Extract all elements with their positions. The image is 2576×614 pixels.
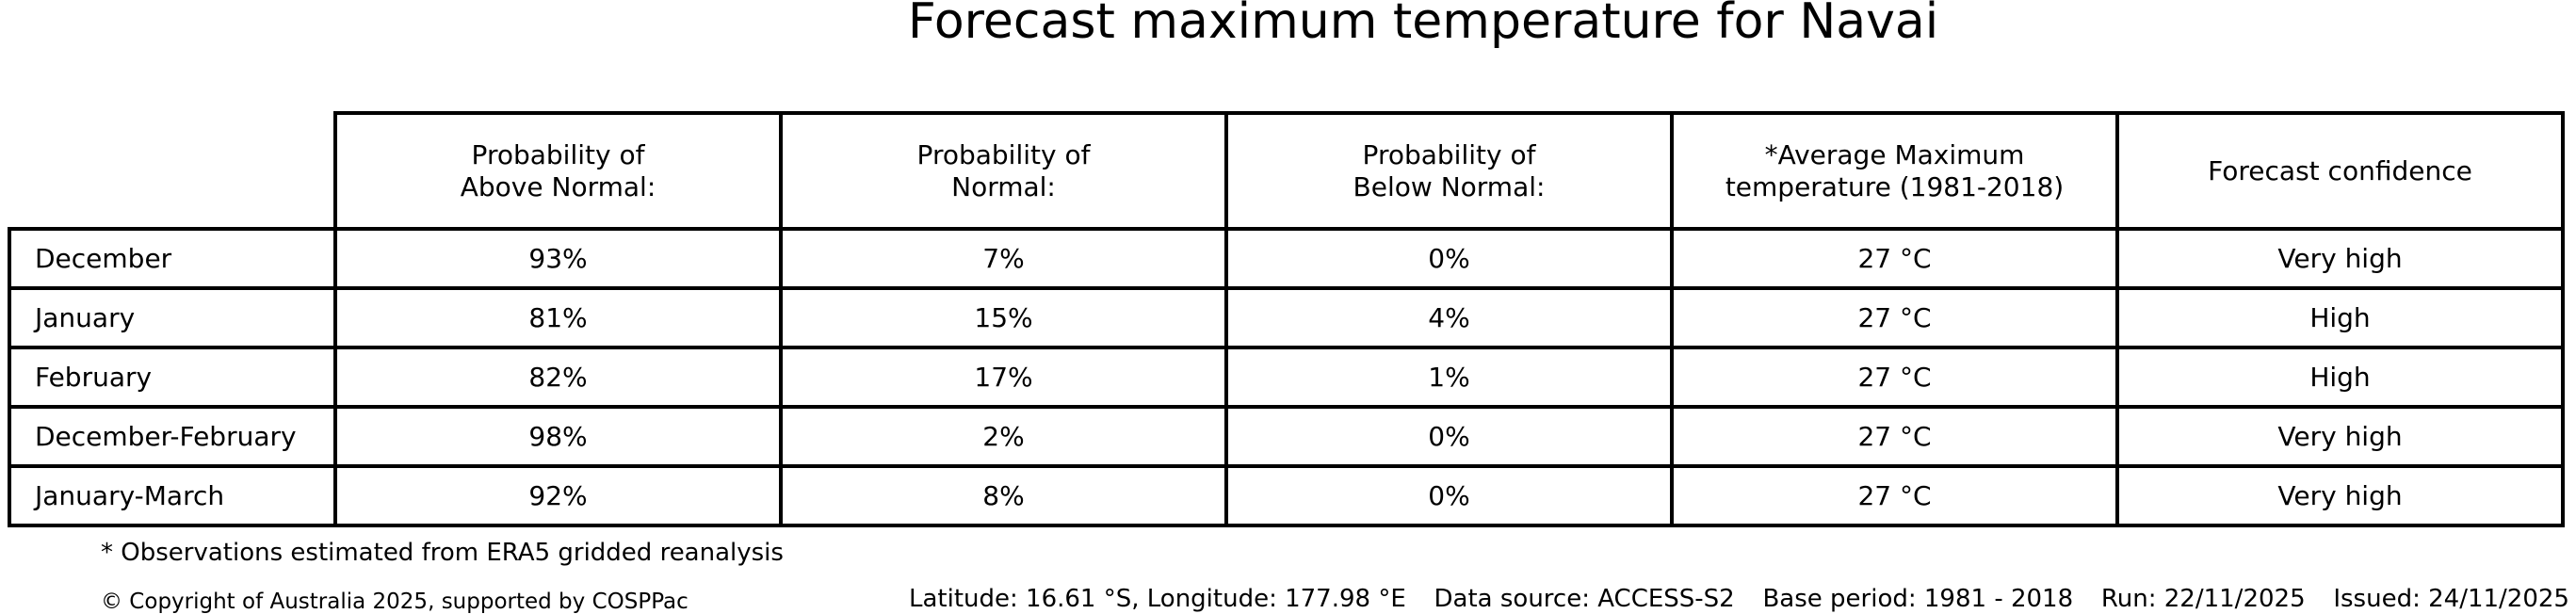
cell-above-normal: 81%	[333, 286, 783, 349]
cell-forecast-confidence: Very high	[2115, 405, 2565, 468]
row-label: December-February	[8, 405, 337, 468]
run-date-text: Run: 22/11/2025	[2100, 585, 2306, 613]
cell-average-maximum: 27 °C	[1670, 227, 2119, 290]
issued-date-text: Issued: 24/11/2025	[2333, 585, 2569, 613]
cell-average-maximum: 27 °C	[1670, 286, 2119, 349]
row-label: February	[8, 346, 337, 409]
table-row-december-february: December-February 98% 2% 0% 27 °C Very h…	[8, 405, 2565, 468]
base-period-text: Base period: 1981 - 2018	[1762, 585, 2074, 613]
row-label: December	[8, 227, 337, 290]
cell-average-maximum: 27 °C	[1670, 346, 2119, 409]
header-row: Probability of Above Normal: Probability…	[9, 111, 2565, 231]
cell-below-normal: 1%	[1224, 346, 1674, 409]
col-header-forecast-confidence: Forecast confidence	[2115, 111, 2565, 231]
footnote-observations: * Observations estimated from ERA5 gridd…	[101, 539, 784, 567]
figure-title: Forecast maximum temperature for Navai	[907, 0, 1939, 50]
cell-below-normal: 0%	[1224, 464, 1674, 527]
cell-below-normal: 4%	[1224, 286, 1674, 349]
cell-above-normal: 98%	[333, 405, 783, 468]
row-label: January-March	[8, 464, 337, 527]
col-header-average-maximum: *Average Maximum temperature (1981-2018)	[1670, 111, 2119, 231]
col-header-above-normal: Probability of Above Normal:	[333, 111, 783, 231]
cell-forecast-confidence: Very high	[2115, 464, 2565, 527]
data-source-text: Data source: ACCESS-S2	[1434, 585, 1735, 613]
table-row-january-march: January-March 92% 8% 0% 27 °C Very high	[8, 464, 2565, 527]
cell-forecast-confidence: High	[2115, 286, 2565, 349]
cell-average-maximum: 27 °C	[1670, 464, 2119, 527]
cell-above-normal: 82%	[333, 346, 783, 409]
copyright-text: © Copyright of Australia 2025, supported…	[101, 590, 689, 614]
cell-normal: 2%	[779, 405, 1228, 468]
cell-average-maximum: 27 °C	[1670, 405, 2119, 468]
row-label: January	[8, 286, 337, 349]
cell-forecast-confidence: Very high	[2115, 227, 2565, 290]
table-row-january: January 81% 15% 4% 27 °C High	[8, 286, 2565, 349]
table-row-february: February 82% 17% 1% 27 °C High	[8, 346, 2565, 409]
cell-below-normal: 0%	[1224, 405, 1674, 468]
col-header-normal: Probability of Normal:	[779, 111, 1228, 231]
table-row-december: December 93% 7% 0% 27 °C Very high	[8, 227, 2565, 290]
cell-forecast-confidence: High	[2115, 346, 2565, 409]
cell-normal: 17%	[779, 346, 1228, 409]
footer-meta-row: Latitude: 16.61 °S, Longitude: 177.98 °E…	[909, 585, 2569, 613]
forecast-table: Probability of Above Normal: Probability…	[8, 111, 2565, 527]
cell-above-normal: 93%	[333, 227, 783, 290]
cell-normal: 15%	[779, 286, 1228, 349]
latitude-longitude-text: Latitude: 16.61 °S, Longitude: 177.98 °E	[909, 585, 1406, 613]
cell-normal: 8%	[779, 464, 1228, 527]
col-header-below-normal: Probability of Below Normal:	[1224, 111, 1674, 231]
corner-empty-cell	[9, 113, 335, 229]
cell-below-normal: 0%	[1224, 227, 1674, 290]
cell-normal: 7%	[779, 227, 1228, 290]
cell-above-normal: 92%	[333, 464, 783, 527]
